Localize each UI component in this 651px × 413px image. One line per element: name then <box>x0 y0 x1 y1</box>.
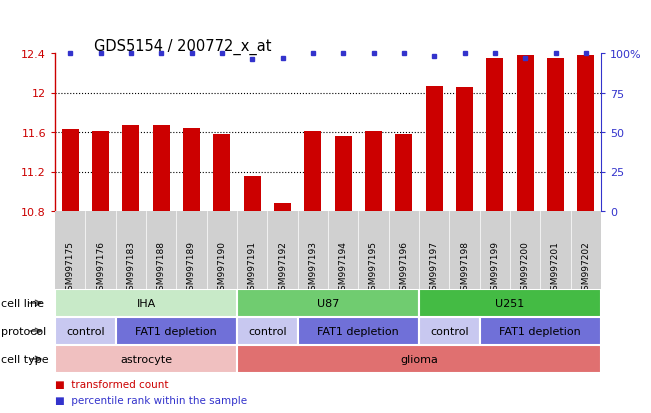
Text: control: control <box>248 326 286 336</box>
Bar <box>335 137 352 211</box>
Text: GDS5154 / 200772_x_at: GDS5154 / 200772_x_at <box>94 38 271 55</box>
Bar <box>486 59 503 211</box>
Bar <box>237 317 298 345</box>
Bar <box>426 86 443 211</box>
Bar <box>122 126 139 211</box>
Text: astrocyte: astrocyte <box>120 354 172 364</box>
Text: FAT1 depletion: FAT1 depletion <box>135 326 217 336</box>
Text: protocol: protocol <box>1 326 47 336</box>
Bar <box>237 289 419 317</box>
Bar <box>55 289 237 317</box>
Text: cell line: cell line <box>1 298 44 308</box>
Text: glioma: glioma <box>400 354 438 364</box>
Bar <box>55 317 116 345</box>
Text: IHA: IHA <box>136 298 156 308</box>
Bar <box>62 130 79 211</box>
Text: FAT1 depletion: FAT1 depletion <box>499 326 581 336</box>
Text: cell type: cell type <box>1 354 49 364</box>
Bar <box>153 126 169 211</box>
Bar <box>547 59 564 211</box>
Bar <box>55 345 237 373</box>
Bar <box>237 345 601 373</box>
Bar <box>419 317 480 345</box>
Text: ■  percentile rank within the sample: ■ percentile rank within the sample <box>55 395 247 405</box>
Text: U251: U251 <box>495 298 525 308</box>
Bar <box>365 132 382 211</box>
Bar <box>305 132 321 211</box>
Bar <box>396 135 412 211</box>
Bar <box>244 177 260 211</box>
Text: control: control <box>66 326 105 336</box>
Text: ■  transformed count: ■ transformed count <box>55 379 169 389</box>
Bar <box>274 204 291 211</box>
Bar <box>419 289 601 317</box>
Bar <box>183 129 200 211</box>
Bar <box>456 88 473 211</box>
Bar <box>92 132 109 211</box>
Bar <box>298 317 419 345</box>
Text: U87: U87 <box>317 298 339 308</box>
Bar <box>214 135 230 211</box>
Bar <box>517 56 534 211</box>
Text: FAT1 depletion: FAT1 depletion <box>318 326 399 336</box>
Bar <box>577 56 594 211</box>
Bar <box>116 317 237 345</box>
Text: control: control <box>430 326 469 336</box>
Bar <box>480 317 601 345</box>
